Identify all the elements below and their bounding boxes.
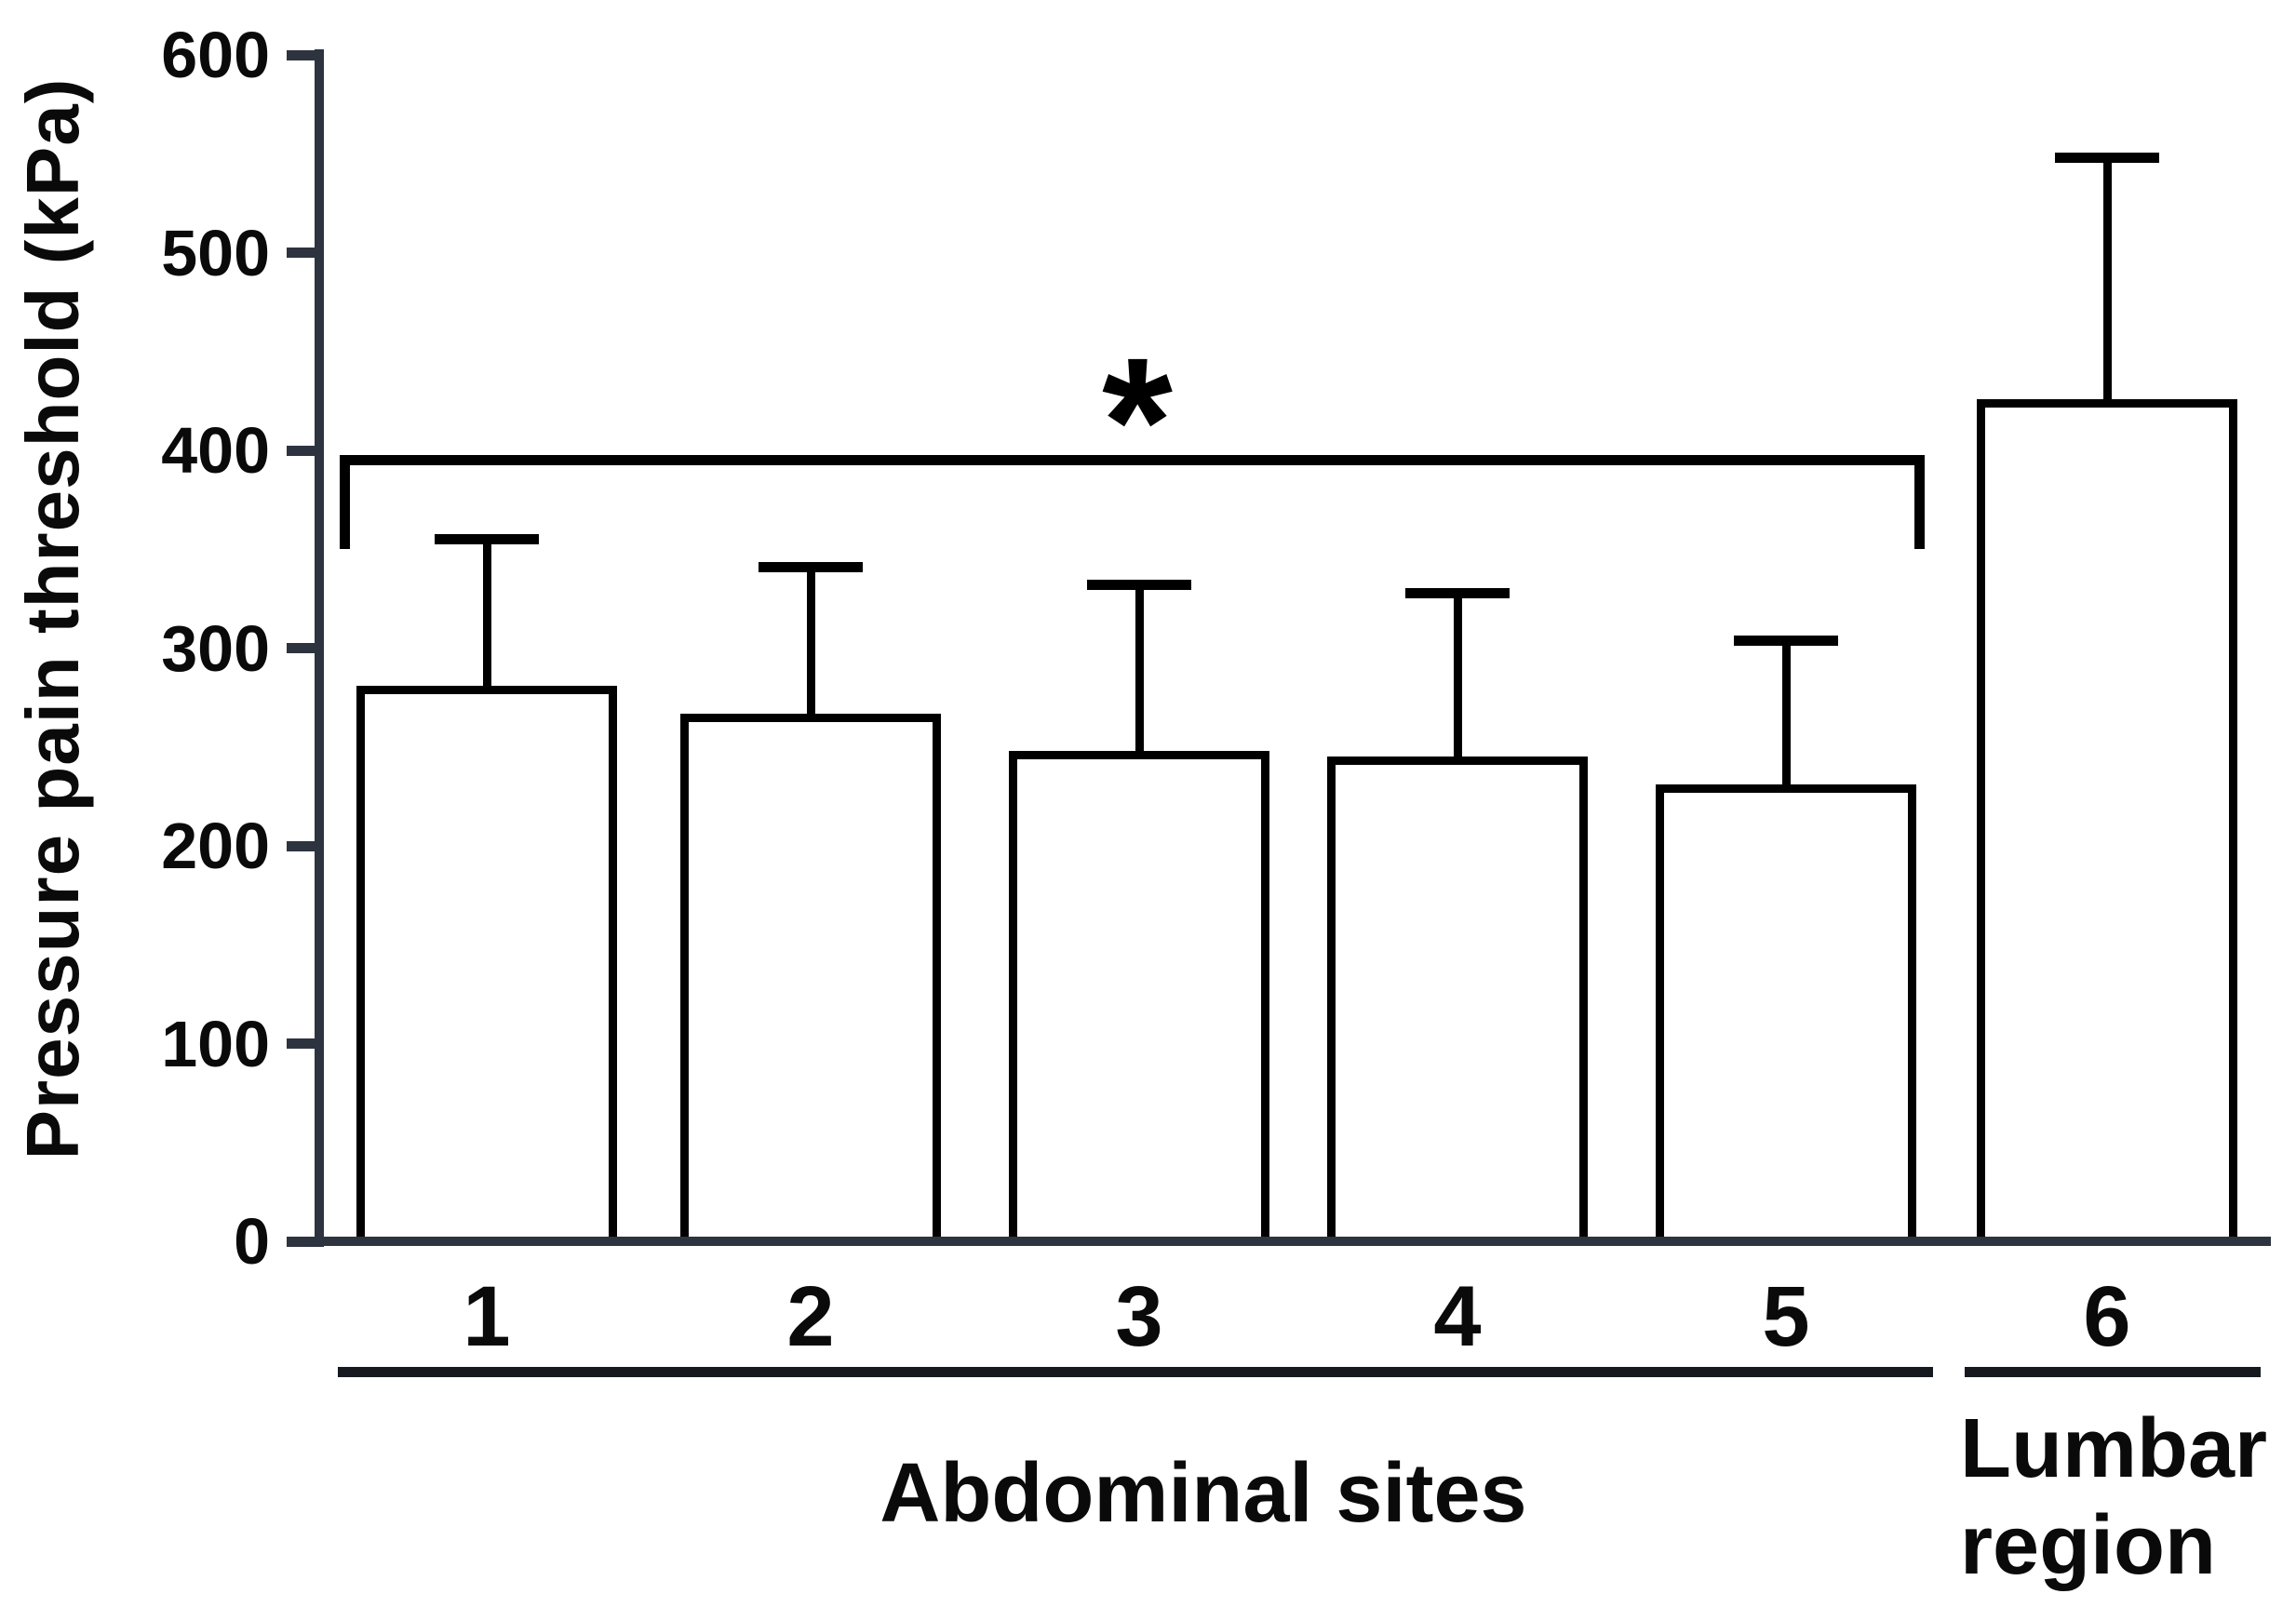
error-bar-cap-site-3 bbox=[1087, 580, 1191, 590]
y-tick-label-600: 600 bbox=[161, 19, 270, 91]
significance-bracket-left-tick bbox=[340, 460, 350, 549]
error-bar-stem-site-6 bbox=[2102, 157, 2112, 399]
y-tick-label-500: 500 bbox=[161, 216, 270, 289]
x-category-label-3: 3 bbox=[1115, 1269, 1163, 1364]
significance-bracket-line bbox=[340, 455, 1925, 466]
y-tick-label-100: 100 bbox=[161, 1007, 270, 1080]
y-tick-500 bbox=[287, 248, 324, 258]
bar-site-5 bbox=[1656, 784, 1916, 1241]
x-category-label-4: 4 bbox=[1433, 1269, 1482, 1364]
x-category-label-1: 1 bbox=[463, 1269, 511, 1364]
x-axis-line bbox=[287, 1237, 2271, 1246]
error-bar-stem-site-4 bbox=[1453, 593, 1462, 757]
group-underline-abdominal-sites bbox=[338, 1367, 1933, 1377]
y-tick-100 bbox=[287, 1038, 324, 1049]
bar-site-4 bbox=[1327, 757, 1588, 1241]
error-bar-cap-site-2 bbox=[759, 561, 863, 572]
bar-site-1 bbox=[356, 685, 617, 1241]
bar-site-2 bbox=[680, 713, 941, 1241]
group-label-abdominal-sites: Abdominal sites bbox=[879, 1447, 1527, 1540]
y-tick-400 bbox=[287, 445, 324, 456]
significance-asterisk: * bbox=[1102, 319, 1173, 523]
y-tick-label-400: 400 bbox=[161, 414, 270, 487]
x-category-label-2: 2 bbox=[786, 1269, 835, 1364]
error-bar-cap-site-4 bbox=[1405, 587, 1510, 598]
bar-site-3 bbox=[1009, 751, 1269, 1241]
y-tick-label-0: 0 bbox=[234, 1205, 270, 1278]
bar-site-6 bbox=[1977, 398, 2237, 1241]
x-category-label-6: 6 bbox=[2083, 1269, 2131, 1364]
y-tick-300 bbox=[287, 643, 324, 653]
error-bar-stem-site-5 bbox=[1781, 640, 1791, 785]
y-tick-label-300: 300 bbox=[161, 611, 270, 685]
y-tick-label-200: 200 bbox=[161, 810, 270, 882]
significance-bracket-right-tick bbox=[1914, 460, 1925, 549]
y-tick-600 bbox=[287, 49, 324, 60]
y-tick-200 bbox=[287, 840, 324, 851]
error-bar-cap-site-6 bbox=[2055, 153, 2159, 163]
error-bar-cap-site-5 bbox=[1734, 635, 1838, 646]
group-underline-lumbar-region bbox=[1965, 1367, 2261, 1377]
error-bar-stem-site-1 bbox=[482, 539, 491, 686]
error-bar-stem-site-2 bbox=[806, 567, 815, 714]
error-bar-stem-site-3 bbox=[1135, 584, 1144, 751]
y-tick-0 bbox=[287, 1236, 324, 1247]
group-label-lumbar-region: Lumbar region bbox=[1960, 1402, 2268, 1592]
x-category-label-5: 5 bbox=[1762, 1269, 1810, 1364]
error-bar-cap-site-1 bbox=[435, 534, 539, 545]
